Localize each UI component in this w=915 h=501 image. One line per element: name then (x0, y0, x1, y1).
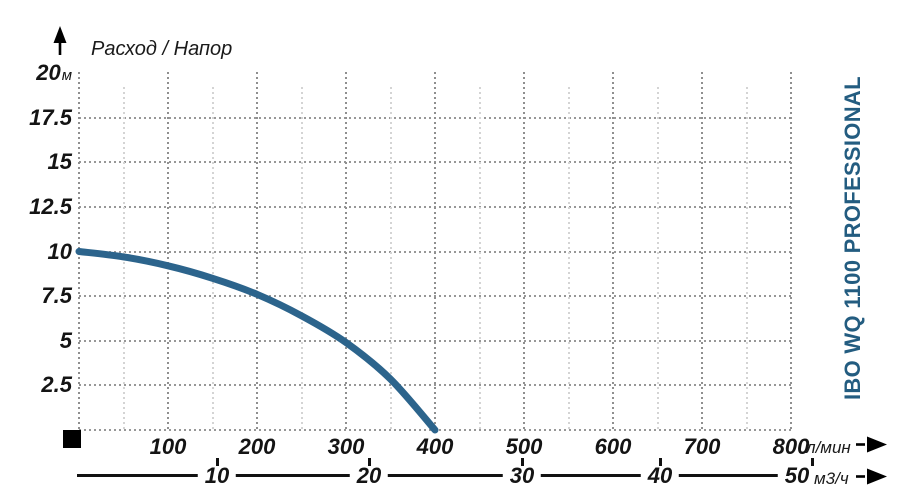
x-secondary-tick-label: 20 (349, 463, 389, 488)
y-tick-label: 12.5 (29, 193, 72, 219)
x-tick-label: 800 (772, 434, 810, 459)
x-secondary-tick-mark (659, 458, 662, 466)
x-tick-label: 700 (683, 434, 721, 459)
y-tick-label: 20м (36, 60, 72, 85)
origin-square-marker (63, 430, 81, 448)
y-tick-label: 7.5 (41, 283, 72, 309)
x-axis-secondary-arrow-icon (856, 468, 888, 485)
x-secondary-tick-mark (216, 458, 219, 466)
gridline-vertical-major (78, 72, 80, 430)
gridline-horizontal (79, 339, 793, 342)
gridline-vertical-minor (745, 87, 748, 430)
x-secondary-tick-mark (368, 458, 371, 466)
y-tick-label: 5 (59, 327, 72, 353)
x-tick-label: 200 (238, 434, 276, 459)
gridline-horizontal (79, 429, 793, 431)
gridline-horizontal (79, 250, 793, 253)
x-secondary-tick-mark (811, 458, 814, 466)
x-secondary-tick-label: 10 (197, 463, 237, 488)
gridline-vertical-minor (300, 87, 303, 430)
y-axis-up-arrow-icon (50, 26, 70, 56)
x-tick-label: 400 (416, 434, 454, 459)
x-tick-label: 600 (594, 434, 632, 459)
gridline-vertical-minor (211, 87, 214, 430)
gridline-vertical-minor (656, 87, 659, 430)
product-name-label: IBO WQ 1100 PROFESSIONAL (840, 76, 865, 400)
gridline-vertical-major (701, 72, 703, 430)
y-tick-label: 17.5 (29, 104, 72, 130)
gridline-vertical-major (434, 72, 436, 430)
chart-title: Расход / Напор (91, 38, 233, 60)
x-axis-primary-arrow-icon (856, 436, 888, 453)
gridline-vertical-minor (567, 87, 570, 430)
x-tick-label: 500 (505, 434, 543, 459)
gridline-horizontal (79, 116, 793, 119)
x-axis-secondary-line (77, 474, 793, 477)
x-secondary-tick-label: 40 (640, 463, 680, 488)
gridline-vertical-minor (478, 87, 481, 430)
y-axis-unit: м (61, 67, 72, 84)
gridline-horizontal (79, 295, 793, 298)
gridline-vertical-major (167, 72, 169, 430)
gridline-vertical-major (345, 72, 347, 430)
x-tick-label: 300 (327, 434, 365, 459)
gridline-vertical-minor (389, 87, 392, 430)
x-secondary-tick-label: 50 (777, 463, 817, 488)
gridline-horizontal (79, 384, 793, 387)
x-tick-label: 100 (149, 434, 187, 459)
y-tick-label: 2.5 (41, 372, 72, 398)
y-tick-label: 10 (47, 238, 72, 264)
gridline-horizontal (79, 161, 793, 164)
x-axis-primary-unit: л/мин (806, 438, 851, 457)
gridline-vertical-major (612, 72, 614, 430)
x-axis-secondary-unit: м3/ч (814, 469, 849, 488)
gridline-horizontal (79, 205, 793, 208)
y-tick-label: 15 (47, 149, 72, 175)
gridline-vertical-major (790, 72, 792, 430)
x-secondary-tick-mark (521, 458, 524, 466)
gridline-vertical-major (256, 72, 258, 430)
x-secondary-tick-label: 30 (502, 463, 542, 488)
gridline-vertical-minor (122, 87, 125, 430)
gridline-vertical-major (523, 72, 525, 430)
